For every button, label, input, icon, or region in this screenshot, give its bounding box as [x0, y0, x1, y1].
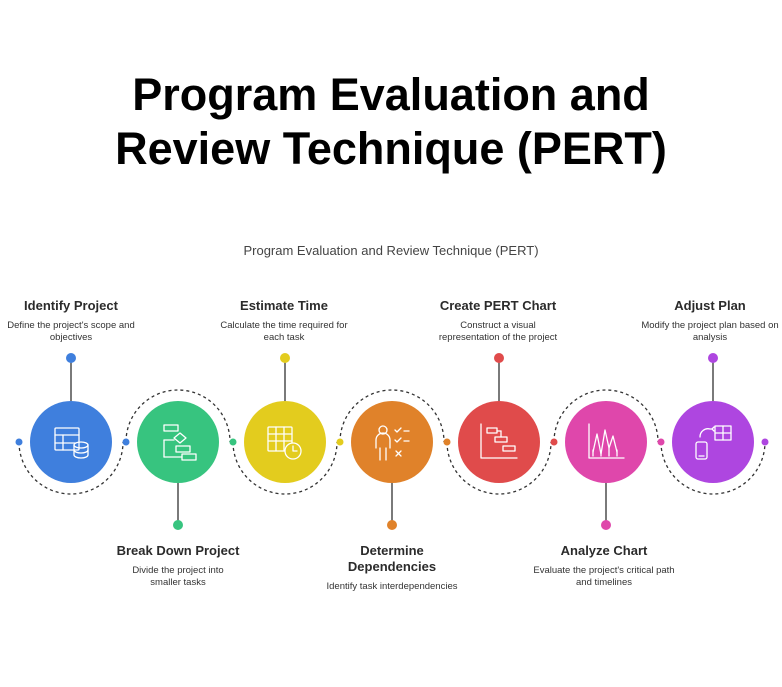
line-graph-icon [588, 423, 625, 459]
device-table-sync-icon [695, 425, 732, 460]
pin-dot [173, 520, 183, 530]
connector-dot [443, 438, 451, 446]
step-title: Estimate Time [240, 298, 328, 313]
dashed-arc [18, 441, 124, 495]
page-title-line-1: Program Evaluation and [132, 69, 650, 120]
step-circle [30, 401, 112, 483]
step-label-analyze-chart: Analyze Chart Evaluate the project's cri… [532, 543, 676, 589]
step-title: Analyze Chart [560, 543, 648, 558]
step-description: Evaluate the project's critical path and… [533, 565, 675, 588]
dashed-arc [125, 389, 231, 443]
connector-dot [229, 438, 237, 446]
dashed-arc [232, 441, 338, 495]
dashed-arc [339, 389, 445, 443]
step-title: Adjust Plan [674, 298, 746, 313]
connector-dot [336, 438, 344, 446]
connector-dot [761, 438, 769, 446]
connector-dot [657, 438, 665, 446]
diagram-subtitle: Program Evaluation and Review Technique … [243, 243, 539, 258]
pin-dot [494, 353, 504, 363]
pin-dot [708, 353, 718, 363]
step-label-estimate-time: Estimate Time Calculate the time require… [212, 298, 356, 344]
step-description: Construct a visual representation of the… [438, 320, 558, 343]
connector-dot [550, 438, 558, 446]
connector-dot [15, 438, 23, 446]
database-table-icon [54, 427, 89, 459]
pin-dot [280, 353, 290, 363]
step-title: Create PERT Chart [439, 298, 557, 313]
pin-dot [387, 520, 397, 530]
page-title-line-2: Review Technique (PERT) [115, 123, 667, 174]
step-title: Break Down Project [116, 543, 240, 558]
dashed-arc [660, 441, 766, 495]
step-description: Divide the project into smaller tasks [132, 565, 224, 588]
step-label-adjust-plan: Adjust Plan Modify the project plan base… [640, 298, 780, 344]
step-label-determine-dependencies: Determine Dependencies Identify task int… [316, 543, 468, 593]
step-description: Define the project's scope and objective… [7, 320, 135, 343]
step-label-identify-project: Identify Project Define the project's sc… [0, 298, 142, 344]
step-label-create-pert-chart: Create PERT Chart Construct a visual rep… [424, 298, 572, 344]
person-checklist-icon [375, 425, 410, 461]
gantt-chart-icon [480, 423, 518, 459]
step-label-break-down-project: Break Down Project Divide the project in… [102, 543, 254, 589]
step-circle [351, 401, 433, 483]
step-circle [672, 401, 754, 483]
pin-dot [66, 353, 76, 363]
step-circle [244, 401, 326, 483]
step-title: Identify Project [24, 298, 118, 313]
page-title: Program Evaluation and Review Technique … [0, 68, 782, 176]
step-description: Identify task interdependencies [326, 581, 458, 592]
step-title: Determine Dependencies [347, 543, 437, 574]
pin-dot [601, 520, 611, 530]
step-circle [565, 401, 647, 483]
dashed-arc [553, 389, 659, 443]
step-description: Calculate the time required for each tas… [220, 320, 348, 343]
flowchart-breakdown-icon [163, 424, 197, 461]
calendar-clock-icon [267, 426, 302, 460]
step-description: Modify the project plan based on analysi… [641, 320, 779, 343]
connector-dot [122, 438, 130, 446]
dashed-arc [446, 441, 552, 495]
